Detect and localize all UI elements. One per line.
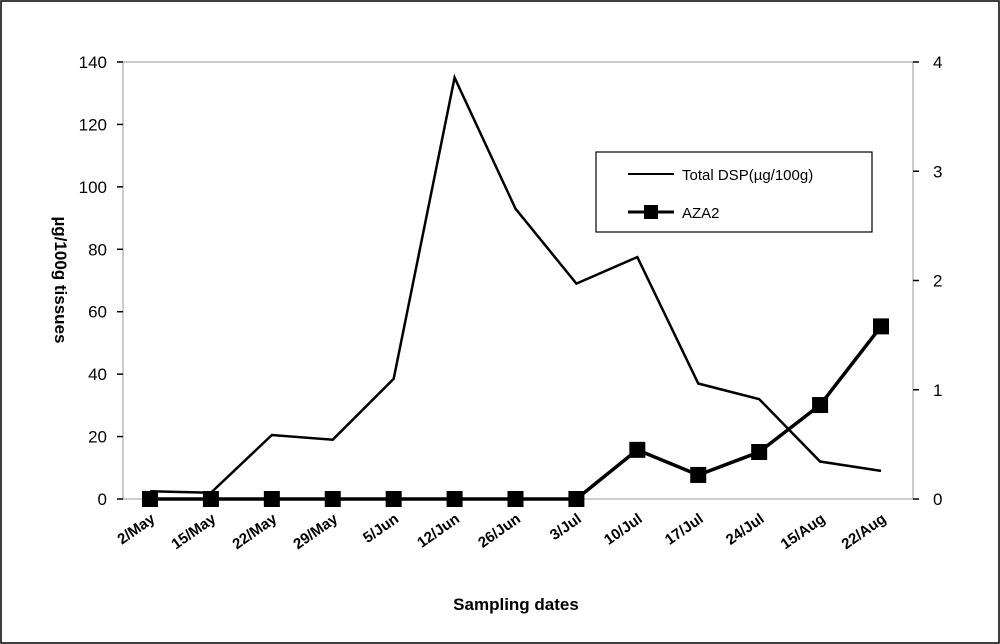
series-line-0 (149, 73, 882, 495)
y2-tick-label-4: 4 (933, 53, 942, 72)
data-point-1-5 (446, 491, 463, 507)
y-tick-label-3: 60 (88, 303, 107, 322)
y2-tick-label-2: 2 (933, 272, 942, 291)
x-axis-title: Sampling dates (453, 595, 579, 614)
data-point-1-0 (142, 491, 158, 507)
data-point-1-8 (629, 441, 646, 458)
legend-box (595, 151, 873, 233)
y-tick-label-7: 140 (79, 53, 107, 72)
data-point-1-6 (507, 491, 524, 507)
y-axis-title: µg/100g tissues (51, 217, 70, 344)
data-point-1-12 (873, 318, 889, 335)
legend: Total DSP(µg/100g) AZA2 (595, 151, 873, 233)
y2-tick-label-1: 1 (933, 381, 942, 400)
data-point-1-2 (263, 491, 280, 507)
legend-marker-aza2 (644, 205, 658, 219)
data-point-1-10 (751, 444, 768, 461)
data-point-1-1 (202, 491, 219, 507)
data-point-1-11 (812, 397, 829, 414)
y2-tick-label-3: 3 (933, 162, 942, 181)
y-tick-label-6: 120 (79, 115, 107, 134)
y-tick-label-2: 40 (88, 365, 107, 384)
data-point-1-4 (385, 491, 402, 507)
data-point-1-9 (690, 466, 707, 483)
y2-tick-label-0: 0 (933, 490, 942, 509)
data-point-1-3 (324, 491, 341, 507)
y-tick-label-5: 100 (79, 178, 107, 197)
y-tick-label-0: 0 (98, 490, 107, 509)
legend-label-aza2: AZA2 (682, 205, 720, 222)
series-layer (142, 73, 889, 507)
data-point-1-7 (568, 491, 585, 507)
y-tick-label-1: 20 (88, 428, 107, 447)
legend-label-total-dsp: Total DSP(µg/100g) (682, 167, 813, 184)
y-tick-label-4: 80 (88, 240, 107, 259)
